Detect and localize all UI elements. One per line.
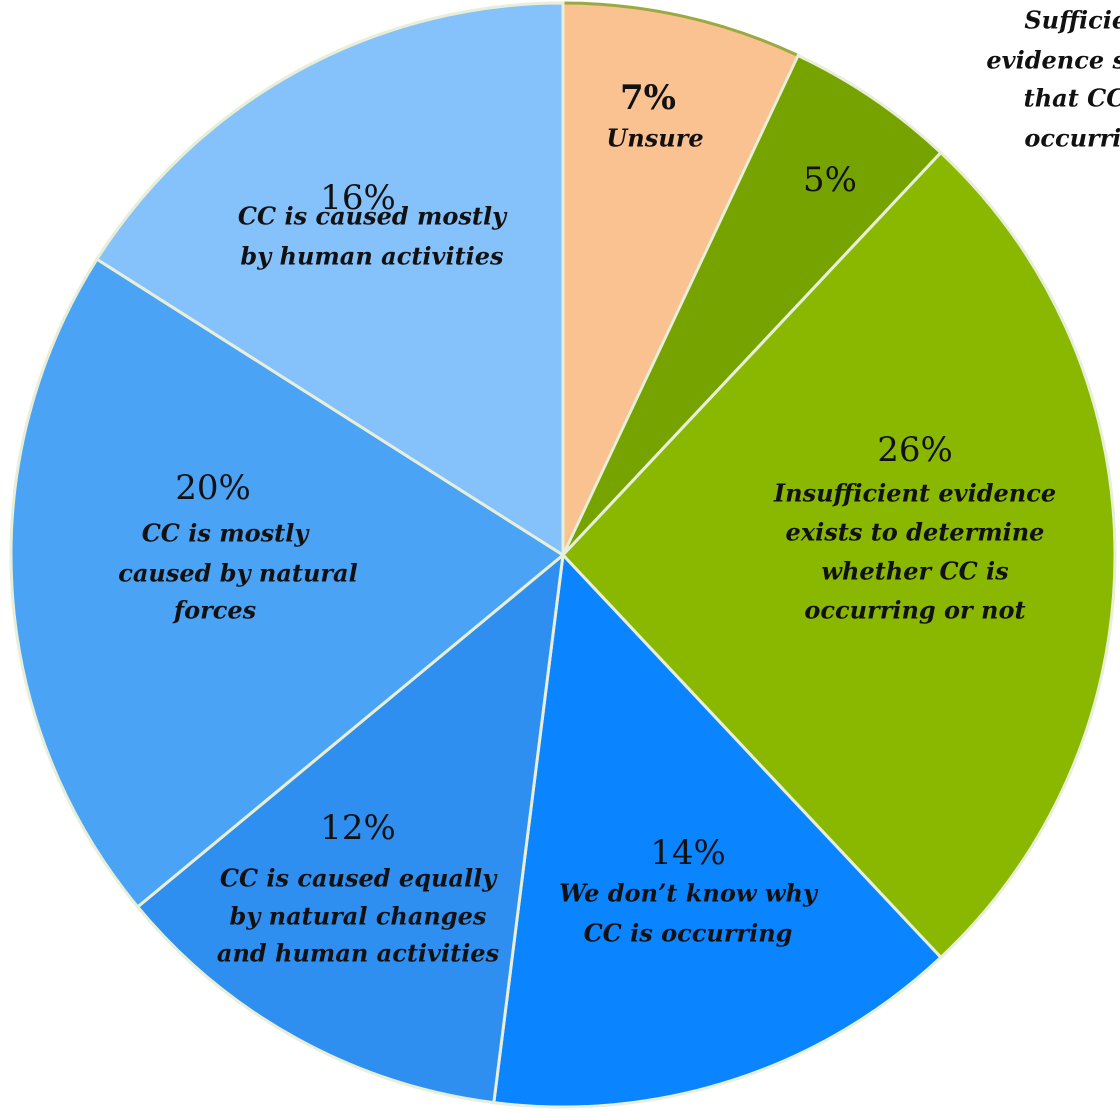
slice-label: occurring or not — [804, 596, 1025, 625]
slice-label: evidence shows — [986, 46, 1120, 75]
slice-label: exists to determine — [786, 518, 1045, 547]
slice-label: forces — [172, 596, 257, 625]
pie-slice — [9, 257, 566, 909]
slice-label: by natural changes — [230, 902, 487, 931]
slice-label: CC is caused equally — [220, 864, 498, 893]
value-label: 14% — [650, 833, 726, 873]
slice-label: CC is occurring — [584, 919, 793, 948]
slice-label: CC is caused mostly — [238, 202, 508, 231]
slice-label: whether CC is — [821, 557, 1009, 586]
slice-label: caused by natural — [118, 559, 357, 588]
pie-slice — [561, 53, 943, 557]
pie-slice — [492, 551, 943, 1109]
value-label: 26% — [877, 430, 953, 470]
slice-label: Sufficient — [1024, 6, 1120, 35]
value-label: 5% — [803, 160, 857, 200]
value-label: 7% — [620, 78, 676, 118]
pie-slice — [135, 551, 565, 1105]
slice-label: by human activities — [240, 242, 504, 271]
pie-slice — [94, 1, 565, 558]
pie-slice — [561, 1, 801, 556]
value-label: 20% — [175, 468, 251, 508]
slice-label: and human activities — [217, 939, 500, 968]
pie-slice — [560, 150, 1117, 960]
slice-label: that CC is — [1024, 84, 1120, 113]
slice-label: Insufficient evidence — [773, 479, 1056, 508]
slice-label: occurring — [1024, 124, 1120, 153]
slice-label: CC is mostly — [142, 519, 311, 548]
slice-label: We don’t know why — [559, 879, 819, 908]
value-label: 16% — [320, 178, 396, 218]
slice-label: Unsure — [606, 124, 703, 153]
value-label: 12% — [320, 808, 396, 848]
